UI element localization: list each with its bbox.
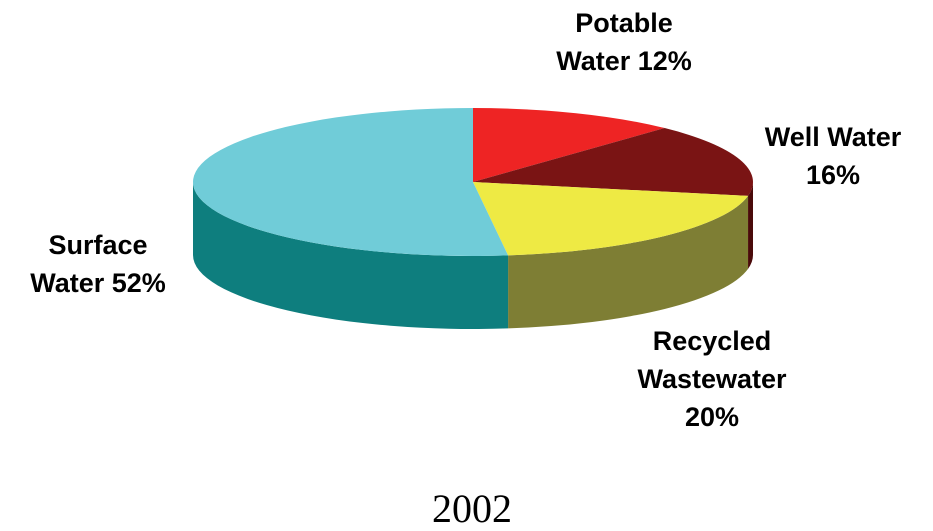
pie-side-walls (193, 182, 753, 329)
slice-label-line: 20% (685, 402, 739, 432)
pie-side-recycled-wastewater (508, 195, 749, 329)
slice-label-line: Water 52% (30, 268, 166, 298)
pie-slice-potable-water (473, 108, 665, 182)
pie-slice-well-water (473, 128, 753, 196)
slice-labels: Potable Water 12% Well Water 16% Recycled Was… (30, 8, 902, 432)
slice-label-line: Wastewater (637, 364, 787, 394)
pie-slice-surface-water (193, 108, 509, 256)
pie-side-surface-water (193, 182, 509, 329)
slice-label-line: Recycled (653, 326, 772, 356)
slice-label-well-water: Well Water 16% (765, 122, 902, 190)
pie-side-well-water (748, 182, 753, 269)
slice-label-recycled-wastewater: Recycled Wastewater 20% (637, 326, 787, 432)
pie-slice-recycled-wastewater (473, 182, 749, 256)
slice-label-potable-water: Potable Water 12% (556, 8, 692, 76)
slice-label-line: Water 12% (556, 46, 692, 76)
slice-label-line: Potable (575, 8, 673, 38)
slice-label-line: 16% (806, 160, 860, 190)
pie-top-faces (193, 108, 753, 256)
slice-label-line: Well Water (765, 122, 902, 152)
slice-label-surface-water: Surface Water 52% (30, 230, 166, 298)
year-caption: 2002 (432, 486, 512, 531)
slice-label-line: Surface (48, 230, 147, 260)
